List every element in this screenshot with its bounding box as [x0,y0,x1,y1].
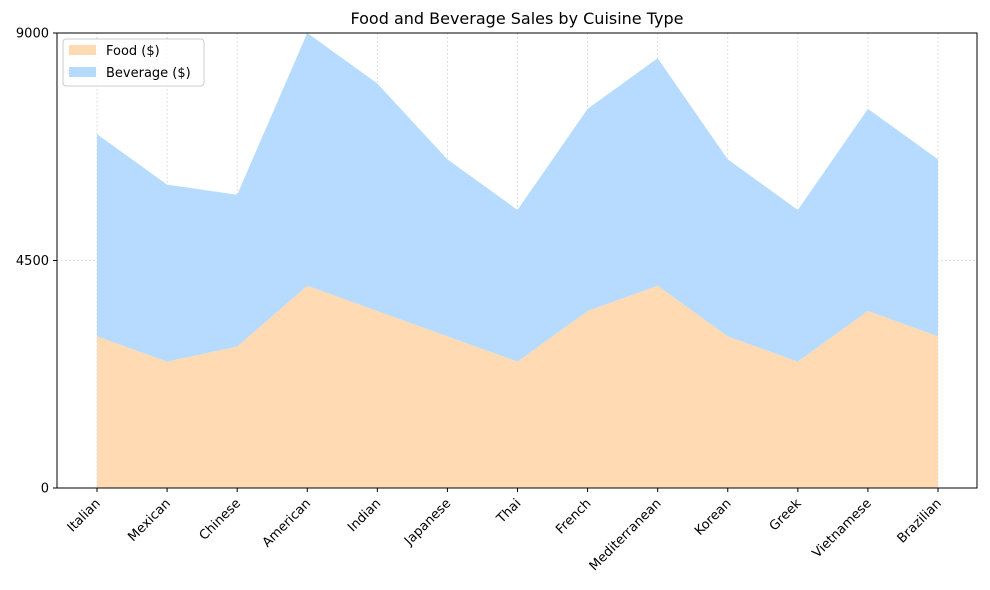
x-tick-label: Indian [345,496,384,535]
x-tick-label: Vietnamese [810,496,875,561]
x-tick-label: Mediterranean [587,496,665,574]
x-tick-label: Italian [65,496,104,535]
legend-box [62,38,205,87]
x-tick-label: Korean [692,496,734,538]
area-series [97,33,938,488]
y-tick-label: 0 [41,482,49,497]
x-axis: Italian Mexican Chinese American Indian Japan… [65,488,945,574]
y-tick-label: 9000 [16,27,49,42]
x-tick-label: French [553,496,594,537]
chart-title: Food and Beverage Sales by Cuisine Type [351,9,684,28]
legend-swatch-food [69,45,96,55]
legend: Food ($) Beverage ($) [62,38,205,87]
area-beverage [97,33,938,362]
y-axis: 0 4500 9000 [16,27,57,497]
x-tick-label: Brazilian [895,496,945,546]
x-tick-label: Mexican [125,496,174,545]
x-tick-label: Japanese [401,496,454,549]
legend-swatch-beverage [69,67,96,77]
x-tick-label: American [260,496,314,550]
legend-label-food: Food ($) [106,44,160,59]
area-food [97,285,938,488]
y-tick-label: 4500 [16,254,49,269]
x-tick-label: Thai [493,496,524,527]
legend-label-beverage: Beverage ($) [106,66,191,81]
x-tick-label: Greek [767,496,805,534]
x-tick-label: Chinese [197,496,244,543]
